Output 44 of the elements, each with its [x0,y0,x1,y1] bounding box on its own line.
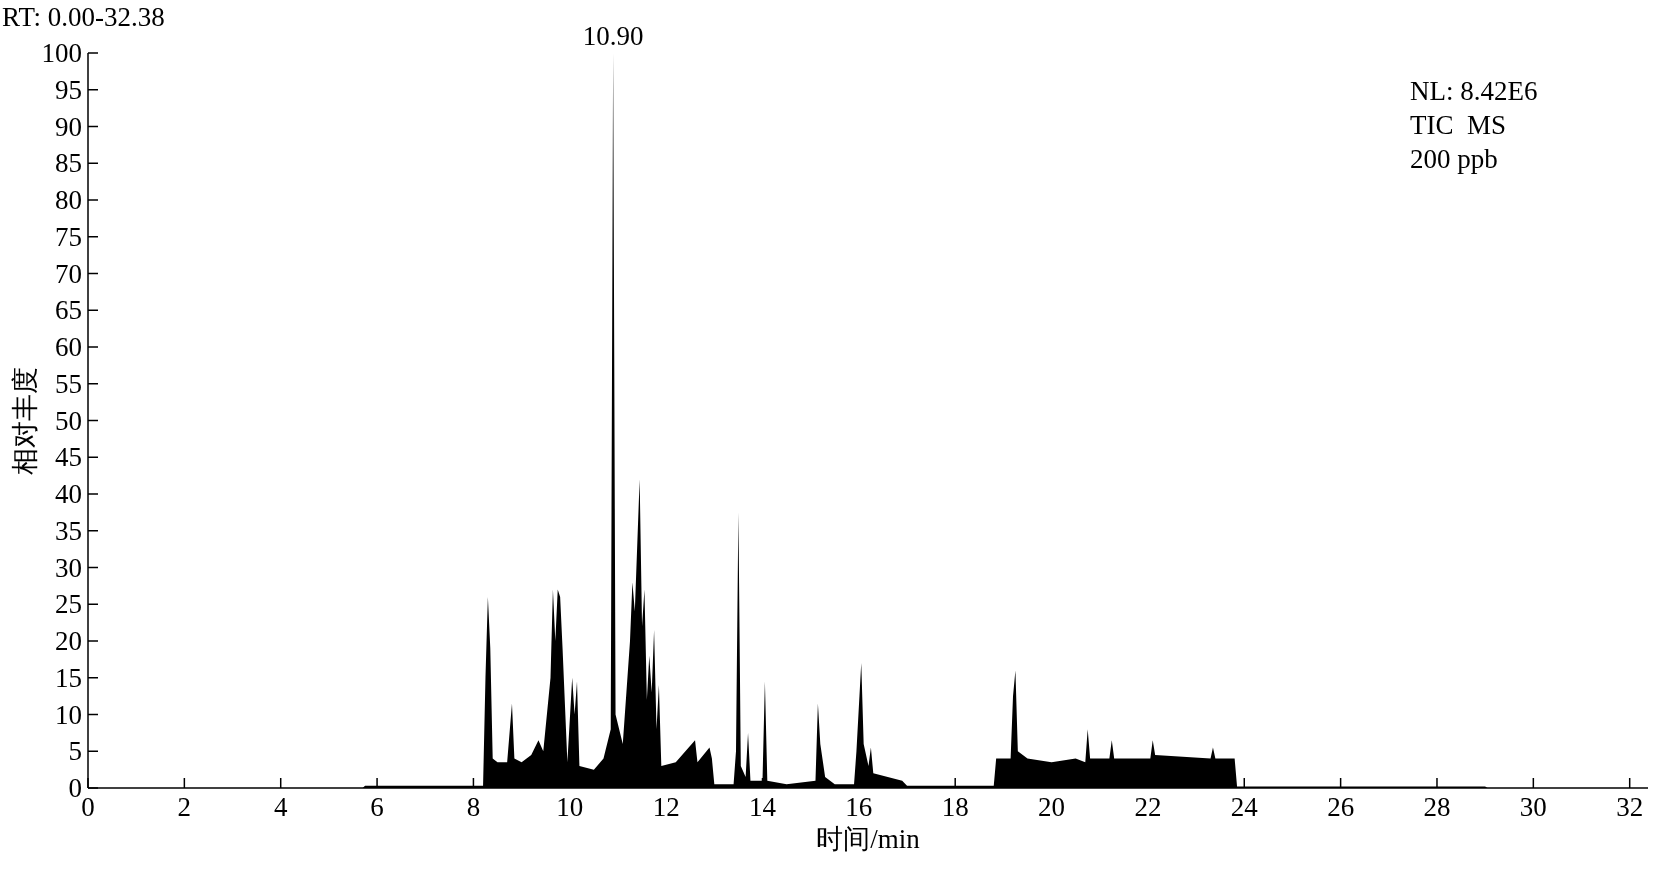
text: RT: 0.00-32.38 [2,2,165,32]
x-tick-label: 22 [1134,792,1162,822]
y-axis-title: 相对丰度 [10,366,40,475]
y-tick-label: 60 [55,332,82,362]
y-tick-label: 70 [55,258,82,289]
y-tick-label: 65 [55,295,82,326]
x-tick-label: 26 [1327,792,1355,822]
x-tick-label: 20 [1038,792,1066,822]
x-tick-label: 12 [652,792,680,822]
x-tick-label: 30 [1519,792,1547,822]
annotation: NL: 8.42E6 [1410,76,1538,106]
y-tick-label: 95 [55,74,82,105]
x-tick-label: 14 [748,792,777,822]
x-tick-label: 18 [941,792,969,822]
y-tick-label: 10 [55,699,82,730]
x-tick-label: 16 [845,792,873,822]
y-tick-label: 0 [68,773,82,803]
y-tick-label: 40 [55,479,82,509]
y-tick-label: 85 [55,148,82,179]
y-tick-label: 55 [55,368,82,399]
x-axis-title: 时间/min [816,824,921,854]
y-tick-label: 35 [55,515,82,546]
x-tick-label: 2 [177,792,192,822]
y-tick-label: 25 [55,589,82,620]
x-tick-label: 28 [1423,792,1451,822]
x-tick-label: 6 [370,792,384,822]
x-tick-label: 24 [1230,792,1259,822]
annotation: 10.90 [582,21,644,51]
annotation: TIC MS [1410,110,1507,140]
y-tick-label: 80 [55,185,82,215]
y-tick-label: 15 [55,662,82,693]
y-tick-label: 5 [68,736,82,767]
x-tick-label: 10 [556,792,584,822]
y-tick-label: 30 [55,552,82,583]
annotation: 200 ppb [1410,144,1498,174]
y-tick-label: 50 [55,405,82,436]
x-tick-label: 32 [1616,792,1644,822]
y-tick-label: 75 [55,221,82,252]
y-tick-label: 45 [55,442,82,473]
y-tick-label: 100 [41,38,82,68]
y-tick-label: 90 [55,111,82,142]
x-tick-label: 4 [273,792,288,822]
x-tick-label: 8 [466,792,481,822]
y-tick-label: 20 [55,626,82,656]
